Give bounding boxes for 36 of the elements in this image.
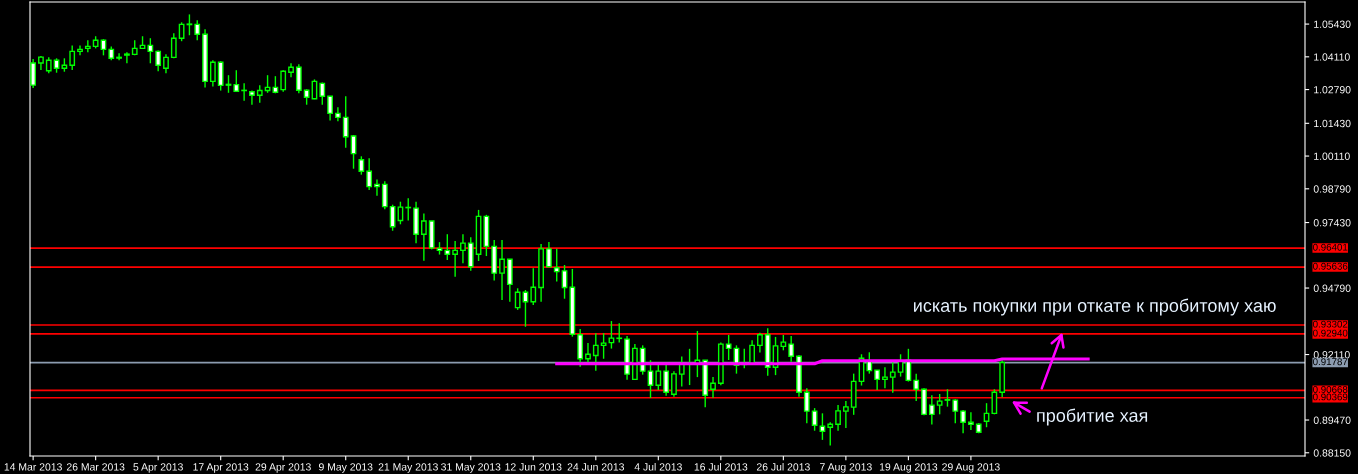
y-tick-label: 1.00110 (1314, 152, 1350, 160)
x-tick-label: 17 Apr 2013 (193, 463, 249, 473)
ref-line-label: 0.96401 (1313, 243, 1348, 251)
y-tick-label: 1.04110 (1314, 53, 1350, 61)
y-tick-label: 1.05430 (1314, 20, 1351, 28)
x-tick-label: 29 Aug 2013 (942, 463, 1000, 473)
x-tick-label: 31 May 2013 (441, 463, 501, 473)
x-tick-label: 9 May 2013 (319, 463, 373, 473)
y-tick-label: 0.97430 (1313, 219, 1351, 227)
x-tick-label: 26 Jul 2013 (756, 462, 810, 471)
y-tick-label: 0.89470 (1313, 416, 1351, 424)
ref-line-label: 0.90369 (1313, 393, 1348, 401)
y-tick-label: 0.98790 (1313, 185, 1351, 193)
ref-line-label: 0.91787 (1313, 358, 1348, 366)
y-tick-label: 1.02790 (1314, 86, 1351, 94)
x-tick-label: 19 Aug 2013 (879, 463, 938, 473)
ref-line-label: 0.90668 (1313, 386, 1348, 393)
annotation: искать покупки при откате к пробитому хаю (914, 298, 1276, 316)
x-tick-label: 7 Aug 2013 (820, 463, 872, 473)
annotation: пробитие хая (1037, 408, 1148, 426)
y-tick-label: 0.92110 (1313, 351, 1350, 359)
x-tick-label: 26 Mar 2013 (66, 463, 125, 471)
x-tick-label: 12 Jun 2013 (505, 463, 562, 471)
ref-line-label: 0.95636 (1313, 262, 1348, 270)
x-tick-label: 21 May 2013 (378, 463, 438, 473)
y-tick-label: 0.94790 (1313, 284, 1351, 292)
x-tick-label: 4 Jul 2013 (634, 462, 682, 471)
x-tick-label: 5 Apr 2013 (133, 463, 183, 473)
x-tick-label: 24 Jun 2013 (567, 463, 625, 471)
ref-line-label: 0.93302 (1313, 320, 1348, 328)
ref-line-label: 0.92940 (1313, 329, 1348, 337)
x-tick-label: 14 Mar 2013 (4, 463, 62, 471)
y-tick-label: 1.01430 (1314, 119, 1351, 128)
y-tick-label: 0.88150 (1313, 449, 1351, 457)
x-tick-label: 16 Jul 2013 (694, 462, 748, 471)
x-tick-label: 29 Apr 2013 (255, 463, 311, 473)
